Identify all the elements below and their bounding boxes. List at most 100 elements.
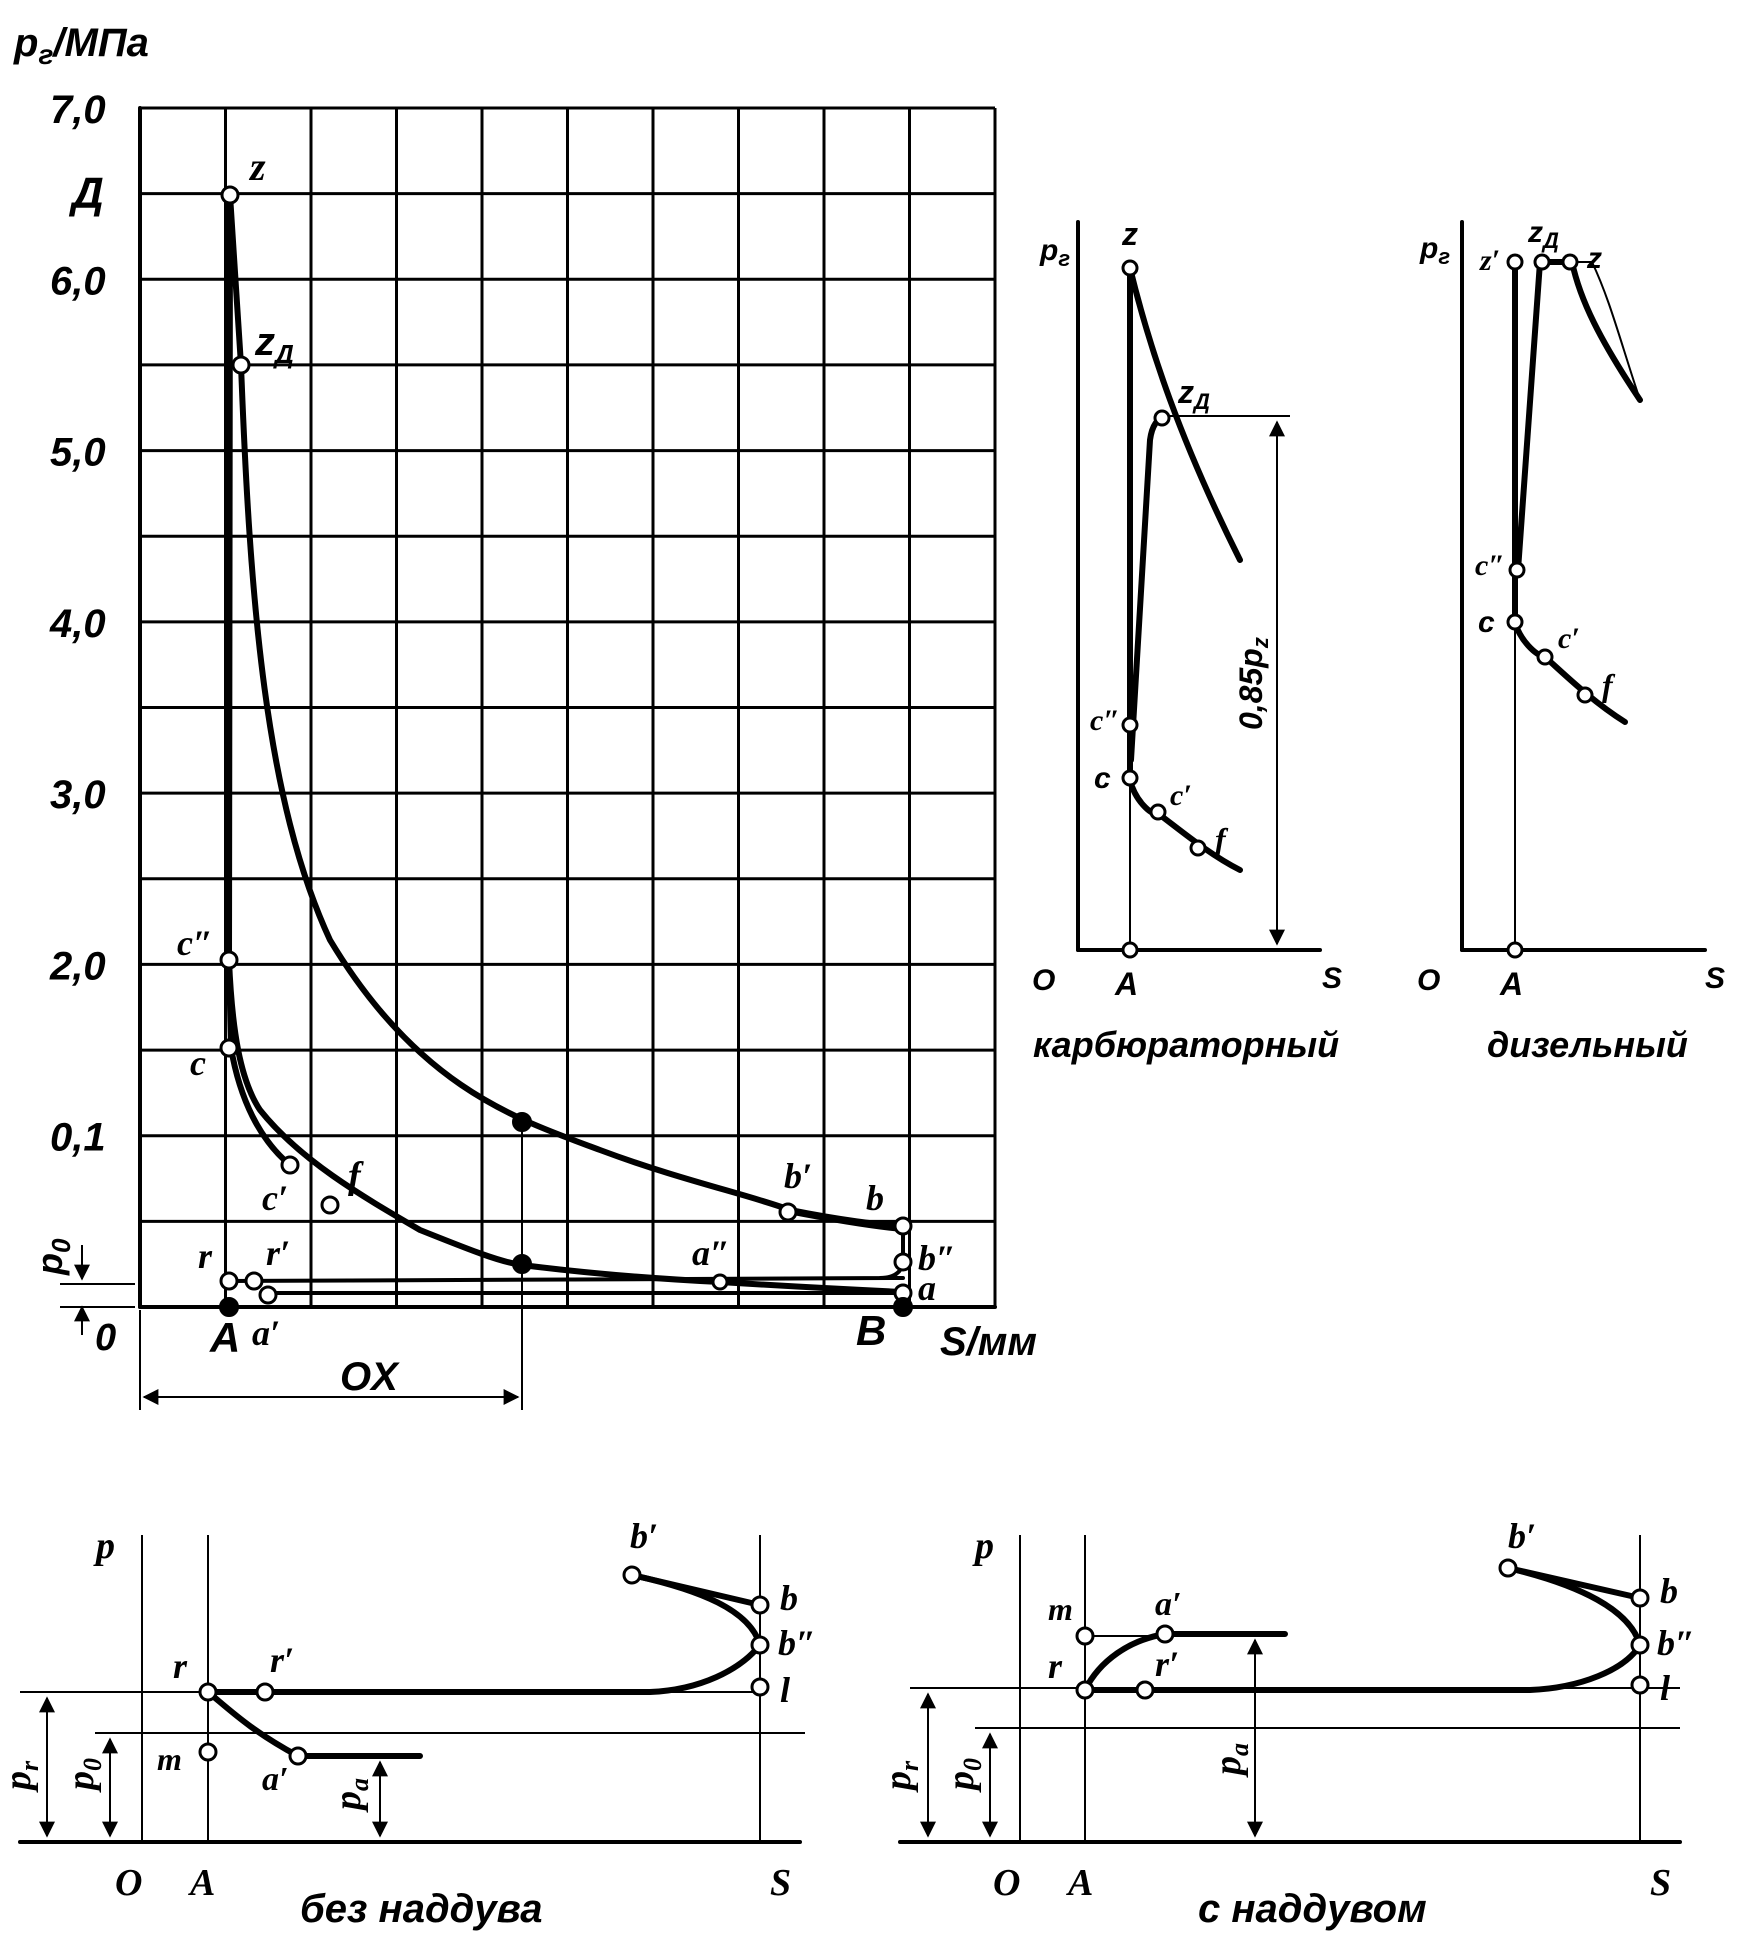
nb-point-b2 (750, 1635, 770, 1655)
carb-label-c1: c′ (1170, 779, 1192, 812)
b-point-r1 (1135, 1680, 1155, 1700)
b-label-p: p (972, 1525, 994, 1567)
b-exhaust-line (1082, 1642, 1643, 1693)
y-tick-label: 4,0 (49, 602, 106, 646)
label-z: z (248, 144, 266, 189)
carb-point-c2 (1121, 716, 1139, 734)
diesel-label-S: S (1705, 962, 1725, 995)
label-b: b (866, 1178, 884, 1218)
nb-label-r1: r′ (270, 1640, 294, 1680)
diesel-point-c (1506, 613, 1524, 631)
b-label-l: l (1660, 1668, 1670, 1708)
label-c: c (190, 1043, 206, 1083)
b-label-pa: pa (1207, 1743, 1254, 1778)
diesel-label-A: A (1499, 966, 1523, 1002)
main-diagram: pг/МПа 7,0 6,0 5,0 4,0 3,0 2,0 0,1 Д 0 A B S/м… (13, 21, 1037, 1410)
carb-point-z (1121, 259, 1139, 277)
y-tick-label: 2,0 (49, 944, 106, 988)
b-label-S: S (1650, 1862, 1671, 1904)
nb-label-p0: p0 (60, 1758, 107, 1793)
carb-point-c1 (1149, 803, 1167, 821)
b-label-m: m (1048, 1591, 1073, 1627)
nb-point-r (198, 1682, 218, 1702)
nb-point-r1 (255, 1682, 275, 1702)
carb-point-f (1189, 839, 1207, 857)
diesel-label-f: f (1602, 667, 1616, 703)
nb-label-a1: a′ (262, 1761, 289, 1798)
point-c1 (280, 1155, 300, 1175)
d-label: Д (68, 169, 104, 218)
nb-label-O: O (115, 1862, 142, 1904)
nb-point-m (198, 1742, 218, 1762)
carb-point-A (1121, 941, 1139, 959)
b-point-a1 (1155, 1624, 1175, 1644)
b-label-p0: p0 (940, 1758, 987, 1793)
diesel-y-label: pг (1419, 232, 1450, 269)
diesel-label-zd: zД (1527, 216, 1559, 253)
nb-point-l (750, 1677, 770, 1697)
point-r1 (244, 1271, 264, 1291)
boost-diagram: p b′ b b″ l r r′ m a′ pr p0 pa O A S с н… (877, 1516, 1695, 1931)
label-a: a (918, 1268, 936, 1308)
point-b1 (778, 1202, 798, 1222)
diesel-point-z1 (1506, 253, 1524, 271)
nb-caption: без наддува (300, 1887, 543, 1931)
x-axis-label: S/мм (940, 1320, 1037, 1364)
carb-point-c (1121, 769, 1139, 787)
nb-label-S: S (770, 1862, 791, 1904)
nb-point-a1 (288, 1746, 308, 1766)
y-tick-labels: 7,0 6,0 5,0 4,0 3,0 2,0 0,1 (49, 88, 106, 1160)
nb-exhaust-line (205, 1642, 763, 1695)
p0-label: p0 (29, 1238, 76, 1276)
point-zd (231, 355, 251, 375)
carb-point-zd (1153, 409, 1171, 427)
b-point-r (1075, 1680, 1095, 1700)
main-grid (138, 106, 997, 1309)
compression-curve (226, 957, 906, 1295)
diesel-label-z: z (1586, 242, 1602, 275)
y-tick-label: 5,0 (50, 431, 106, 475)
point-a2 (711, 1273, 729, 1291)
label-c2: c″ (177, 923, 213, 963)
label-zd: zД (254, 320, 294, 369)
carb-label-zd: zД (1177, 374, 1210, 414)
carb-label-O: O (1032, 964, 1055, 997)
carb-label-c: c (1094, 762, 1111, 795)
point-B (893, 1297, 913, 1317)
b-label-b: b (1660, 1571, 1678, 1611)
y-tick-label: 3,0 (50, 773, 106, 817)
carb-label-z: z (1121, 216, 1138, 252)
b-caption: с наддувом (1198, 1887, 1427, 1931)
label-a1: a′ (252, 1313, 280, 1353)
point-r (219, 1271, 239, 1291)
b-label-b2: b″ (1657, 1623, 1695, 1663)
label-b2: b″ (918, 1238, 956, 1278)
diesel-point-A (1506, 941, 1524, 959)
carb-expansion (1127, 265, 1243, 563)
nb-point-b (750, 1595, 770, 1615)
carb-label-A: A (1114, 966, 1138, 1002)
diesel-point-zd (1533, 253, 1551, 271)
nb-label-pa: pa (327, 1778, 374, 1813)
b-b1-b-line (1505, 1565, 1643, 1601)
point-b (893, 1216, 913, 1236)
carb-y-label: pг (1039, 234, 1070, 271)
b-label-a1: a′ (1155, 1586, 1182, 1623)
diesel-combustion (1512, 259, 1643, 573)
nb-label-b1: b′ (630, 1516, 658, 1556)
nb-point-b1 (622, 1565, 642, 1585)
label-c1: c′ (262, 1178, 288, 1218)
point-mid-compression (512, 1254, 532, 1274)
carb-caption: карбюраторный (1033, 1024, 1339, 1065)
carburetor-diagram: pг z zД c″ c c′ f 0,85pz O A S карбюрато… (1032, 216, 1342, 1065)
nb-label-b2: b″ (778, 1623, 816, 1663)
b-point-l (1630, 1675, 1650, 1695)
point-A (219, 1297, 239, 1317)
point-b2 (893, 1252, 913, 1272)
ox-label: OX (340, 1355, 400, 1399)
diesel-label-O: O (1417, 964, 1440, 997)
nb-label-l: l (780, 1670, 790, 1710)
b-label-A: A (1066, 1862, 1093, 1904)
carb-label-S: S (1322, 962, 1342, 995)
